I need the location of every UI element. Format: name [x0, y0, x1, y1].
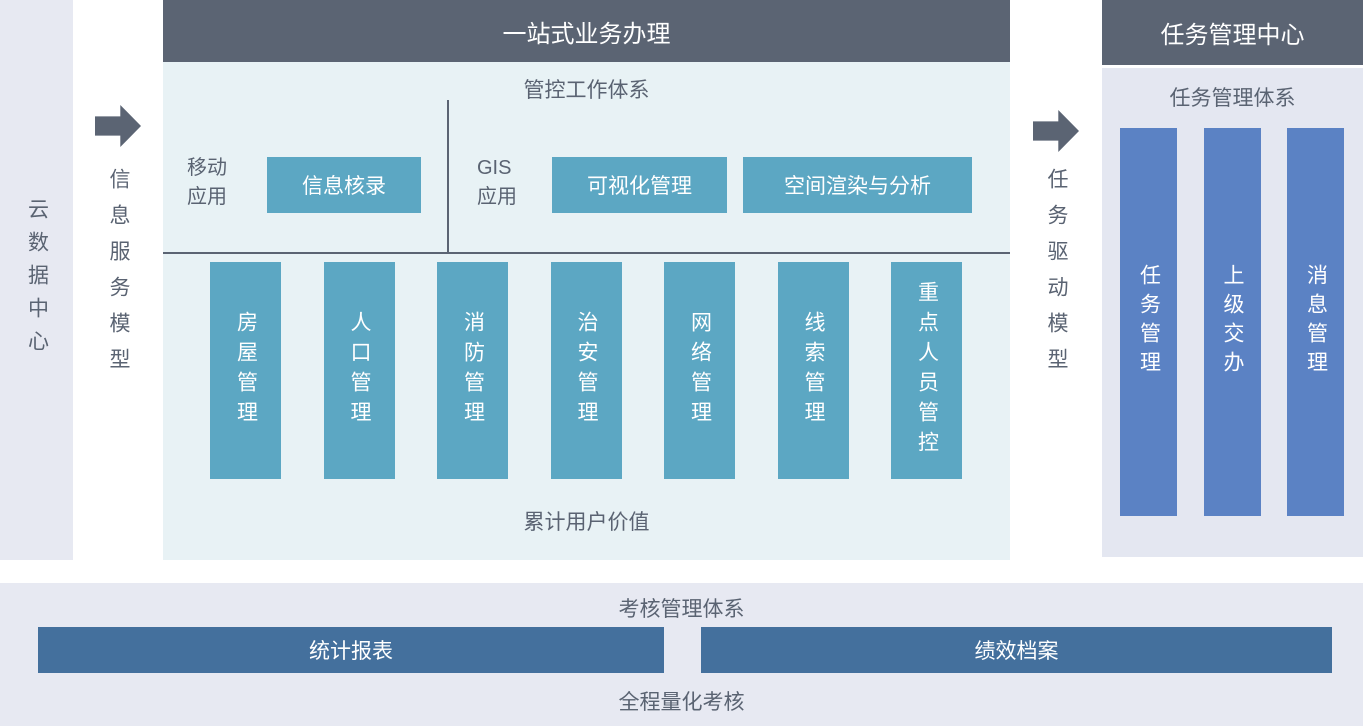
column-task-management-label: 任务管理: [1137, 264, 1161, 380]
assessment-bars: 统计报表 绩效档案: [38, 627, 1332, 673]
statistical-reports-label: 统计报表: [309, 640, 393, 663]
column-fire: 消防管理: [437, 262, 508, 479]
statistical-reports-bar: 统计报表: [38, 627, 664, 673]
right-panel-title: 任务管理中心: [1160, 22, 1305, 49]
column-superior-assignment: 上级交办: [1203, 128, 1261, 516]
column-clue-label: 线索管理: [802, 310, 825, 431]
horizontal-divider: [163, 252, 1010, 254]
column-fire-label: 消防管理: [461, 310, 485, 431]
one-stop-business-panel: 一站式业务办理 管控工作体系 移动 应用 信息核录 GIS 应用 可视化管理 空…: [163, 0, 1010, 560]
column-network: 网络管理: [664, 262, 735, 479]
column-population: 人口管理: [323, 262, 395, 479]
info-verification-box: 信息核录: [267, 157, 421, 213]
task-columns: 任务管理 上级交办 消息管理: [1120, 128, 1344, 516]
column-message-management-label: 消息管理: [1304, 264, 1328, 380]
main-panel-header: 一站式业务办理: [163, 0, 1010, 62]
column-message-management: 消息管理: [1287, 128, 1344, 516]
column-key-person-label: 重点人员管控: [915, 280, 939, 461]
quantitative-assessment-label: 全程量化考核: [618, 691, 745, 714]
info-service-model-label: 信息服务模型: [107, 168, 130, 384]
column-superior-assignment-label: 上级交办: [1221, 264, 1244, 380]
info-verification-label: 信息核录: [302, 175, 386, 198]
right-arrow-icon: [95, 105, 141, 147]
column-task-management: 任务管理: [1120, 128, 1177, 516]
task-management-system-label: 任务管理体系: [1169, 87, 1296, 110]
control-work-system-label: 管控工作体系: [523, 79, 650, 102]
column-network-label: 网络管理: [688, 310, 712, 431]
right-flow-gutter: 任务驱动模型: [1010, 0, 1102, 560]
column-key-person: 重点人员管控: [891, 262, 962, 479]
column-clue: 线索管理: [777, 262, 849, 479]
cloud-data-center-label: 云数据中心: [25, 197, 49, 363]
cumulative-user-value-label: 累计用户价值: [523, 511, 650, 534]
visualization-management-box: 可视化管理: [552, 157, 727, 213]
spatial-rendering-box: 空间渲染与分析: [743, 157, 972, 213]
performance-archive-label: 绩效档案: [974, 640, 1059, 663]
assessment-system-label: 考核管理体系: [618, 598, 745, 621]
management-columns: 房屋管理 人口管理 消防管理 治安管理 网络管理 线索管理 重点: [210, 262, 962, 479]
column-housing: 房屋管理: [210, 262, 281, 479]
assessment-panel: 考核管理体系 统计报表 绩效档案 全程量化考核: [0, 583, 1363, 726]
column-population-label: 人口管理: [348, 310, 371, 431]
column-public-security: 治安管理: [550, 262, 622, 479]
task-management-center-panel: 任务管理中心 任务管理体系 任务管理 上级交办 消息管理: [1102, 0, 1363, 557]
right-panel-body: 任务管理体系 任务管理 上级交办 消息管理: [1102, 68, 1363, 557]
visualization-management-label: 可视化管理: [587, 175, 692, 198]
spatial-rendering-label: 空间渲染与分析: [784, 175, 931, 198]
vertical-divider: [447, 100, 449, 252]
column-public-security-label: 治安管理: [575, 310, 598, 431]
cloud-data-center-panel: 云数据中心: [0, 0, 73, 560]
main-panel-title: 一站式业务办理: [502, 20, 671, 48]
right-panel-header: 任务管理中心: [1102, 0, 1363, 65]
column-housing-label: 房屋管理: [234, 310, 258, 431]
main-panel-body: 管控工作体系 移动 应用 信息核录 GIS 应用 可视化管理 空间渲染与分析 房…: [163, 62, 1010, 560]
performance-archive-bar: 绩效档案: [701, 627, 1332, 673]
task-driven-model-label: 任务驱动模型: [1045, 168, 1068, 384]
left-flow-gutter: 信息服务模型: [73, 0, 163, 560]
gis-app-label: GIS 应用: [477, 157, 517, 208]
mobile-app-label: 移动 应用: [187, 157, 227, 208]
right-arrow-icon: [1033, 110, 1079, 152]
